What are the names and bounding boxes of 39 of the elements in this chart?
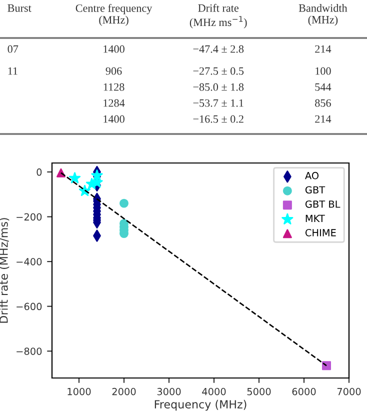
category-label: Bandwidth (MHz): [298, 4, 348, 26]
legend-label: GBT BL: [305, 200, 340, 208]
text: 07: [8, 45, 18, 53]
x-tick-label: 3000: [157, 388, 181, 396]
y-tick-label: −800: [16, 348, 42, 355]
y-tick-label: −400: [16, 258, 42, 266]
text: 1400: [104, 115, 124, 123]
x-axis-title: Frequency (MHz): [154, 400, 246, 411]
legend-label: CHIME: [305, 229, 336, 236]
category-label: Burst: [8, 4, 32, 12]
text: −53.7 ± 1.1: [193, 99, 244, 107]
x-tick-label: 2000: [112, 388, 136, 396]
y-tick-label: −600: [16, 302, 42, 310]
text: 1128: [104, 83, 124, 91]
y-tick-label: 0: [36, 168, 42, 176]
y-tick-label: −200: [16, 213, 42, 221]
text: 214: [315, 115, 332, 123]
text: 544: [315, 83, 332, 91]
x-tick-label: 4000: [202, 388, 226, 396]
text: 1284: [104, 99, 125, 107]
text: 100: [316, 67, 331, 75]
category-label: Centre frequency (MHz): [76, 4, 152, 26]
text: 906: [106, 67, 122, 75]
text: 856: [315, 99, 331, 107]
text: −16.5 ± 0.2: [193, 115, 244, 123]
text: −27.5 ± 0.5: [193, 67, 244, 75]
text: 11: [8, 67, 18, 75]
text: 214: [315, 45, 332, 53]
x-tick-label: 5000: [247, 388, 271, 396]
text: −85.0 ± 1.8: [193, 83, 244, 91]
text: −47.4 ± 2.8: [193, 45, 244, 53]
legend-label: MKT: [306, 214, 325, 222]
x-tick-label: 7000: [337, 388, 361, 396]
x-tick-label: 6000: [292, 388, 316, 396]
x-tick-label: 1000: [68, 388, 91, 396]
legend-label: GBT: [305, 186, 326, 194]
legend-label: AO: [305, 172, 319, 180]
text: 1400: [104, 45, 124, 53]
category-label: Drift rate (MHz ms$^{−1}$): [190, 4, 247, 28]
